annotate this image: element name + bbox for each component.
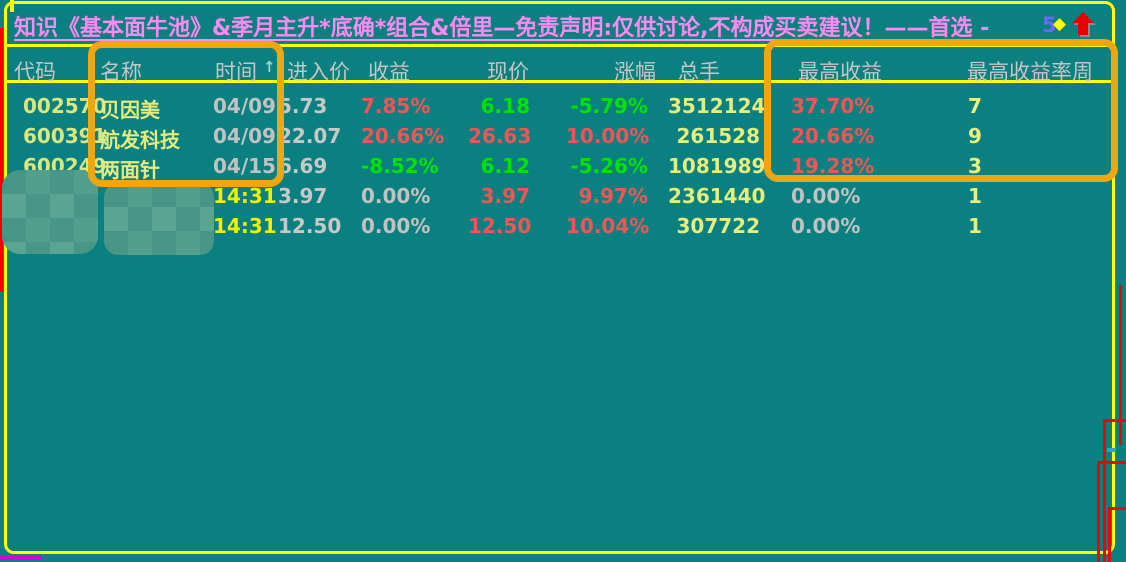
column-header-profit[interactable]: 收益 xyxy=(368,60,410,84)
row1-entry-price[interactable]: 5.73 xyxy=(278,94,328,118)
column-header-time[interactable]: 时间 xyxy=(215,60,257,84)
row3-time[interactable]: 04/15 xyxy=(213,154,276,178)
row1-change[interactable]: -5.79% xyxy=(570,94,648,118)
row5-volume[interactable]: 307722 xyxy=(676,214,761,238)
red-annotation-line xyxy=(1108,507,1111,562)
row1-price[interactable]: 6.18 xyxy=(480,94,530,118)
column-header-max-profit[interactable]: 最高收益 xyxy=(798,60,882,84)
page-title: 知识《基本面牛池》&季月主升*底确*组合&倍里—免责声明:仅供讨论,不构成买卖建… xyxy=(14,16,990,41)
row2-price[interactable]: 26.63 xyxy=(468,124,532,148)
title-bar: 知识《基本面牛池》&季月主升*底确*组合&倍里—免责声明:仅供讨论,不构成买卖建… xyxy=(14,11,989,41)
row2-time[interactable]: 04/09 xyxy=(213,124,276,148)
row2-max-profit-weeks[interactable]: 9 xyxy=(968,124,982,148)
column-header-price[interactable]: 现价 xyxy=(487,60,529,84)
row3-entry-price[interactable]: 6.69 xyxy=(278,154,328,178)
row2-volume[interactable]: 261528 xyxy=(676,124,761,148)
row4-max-profit[interactable]: 0.00% xyxy=(791,184,861,208)
row5-price[interactable]: 12.50 xyxy=(468,214,532,238)
row3-max-profit[interactable]: 19.28% xyxy=(791,154,875,178)
up-arrow-icon[interactable] xyxy=(1070,11,1096,37)
row5-max-profit[interactable]: 0.00% xyxy=(791,214,861,238)
red-annotation-line xyxy=(1097,461,1126,464)
row4-profit[interactable]: 0.00% xyxy=(361,184,431,208)
row1-profit[interactable]: 7.85% xyxy=(361,94,431,118)
row2-max-profit[interactable]: 20.66% xyxy=(791,124,875,148)
left-red-line xyxy=(0,28,3,292)
cyan-dash xyxy=(1107,448,1116,452)
row2-profit[interactable]: 20.66% xyxy=(361,124,445,148)
row5-entry-price[interactable]: 12.50 xyxy=(278,214,342,238)
column-header-entry-price[interactable]: 进入价 xyxy=(287,60,350,84)
column-header-name[interactable]: 名称 xyxy=(100,60,142,84)
row4-entry-price[interactable]: 3.97 xyxy=(278,184,328,208)
title-separator xyxy=(7,44,1111,47)
header-separator xyxy=(7,80,1111,83)
red-annotation-line xyxy=(1108,507,1126,510)
row4-volume[interactable]: 2361440 xyxy=(668,184,766,208)
row1-time[interactable]: 04/09 xyxy=(213,94,276,118)
mosaic-blur-right xyxy=(104,183,214,255)
row3-max-profit-weeks[interactable]: 3 xyxy=(968,154,982,178)
row4-max-profit-weeks[interactable]: 1 xyxy=(968,184,982,208)
diamond-icon: ◆ xyxy=(1053,14,1067,34)
row2-name[interactable]: 航发科技 xyxy=(100,128,180,152)
row5-profit[interactable]: 0.00% xyxy=(361,214,431,238)
row4-time[interactable]: 14:31 xyxy=(213,184,277,208)
sort-ascending-icon[interactable]: ↑ xyxy=(263,58,276,76)
column-header-change[interactable]: 涨幅 xyxy=(614,60,656,84)
row5-max-profit-weeks[interactable]: 1 xyxy=(968,214,982,238)
red-annotation-line xyxy=(1103,419,1106,562)
row3-volume[interactable]: 1081989 xyxy=(668,154,766,178)
annotation-box-name-time xyxy=(88,41,284,187)
window-border xyxy=(4,1,1115,554)
row1-max-profit-weeks[interactable]: 7 xyxy=(968,94,982,118)
annotation-box-max-return xyxy=(764,39,1118,182)
row3-profit[interactable]: -8.52% xyxy=(361,154,439,178)
row5-time[interactable]: 14:31 xyxy=(213,214,277,238)
row5-change[interactable]: 10.04% xyxy=(566,214,650,238)
row2-change[interactable]: 10.00% xyxy=(566,124,650,148)
row3-change[interactable]: -5.26% xyxy=(570,154,648,178)
row1-name[interactable]: 贝因美 xyxy=(100,98,160,122)
row2-entry-price[interactable]: 22.07 xyxy=(278,124,342,148)
row4-price[interactable]: 3.97 xyxy=(480,184,530,208)
magenta-strip xyxy=(0,556,42,560)
row1-max-profit[interactable]: 37.70% xyxy=(791,94,875,118)
row4-change[interactable]: 9.97% xyxy=(578,184,648,208)
column-header-code[interactable]: 代码 xyxy=(14,60,56,84)
red-annotation-line xyxy=(1119,285,1122,445)
row1-volume[interactable]: 3512124 xyxy=(668,94,766,118)
column-header-max-profit-weeks[interactable]: 最高收益率周 xyxy=(967,60,1093,84)
row3-name[interactable]: 两面针 xyxy=(100,158,160,182)
red-annotation-line xyxy=(1103,419,1126,422)
title-page-number: 5 xyxy=(1042,13,1057,37)
red-annotation-line xyxy=(1097,461,1100,562)
row3-price[interactable]: 6.12 xyxy=(480,154,530,178)
mosaic-blur-left xyxy=(2,170,98,254)
column-header-volume[interactable]: 总手 xyxy=(678,60,720,84)
border-notch xyxy=(10,0,14,12)
